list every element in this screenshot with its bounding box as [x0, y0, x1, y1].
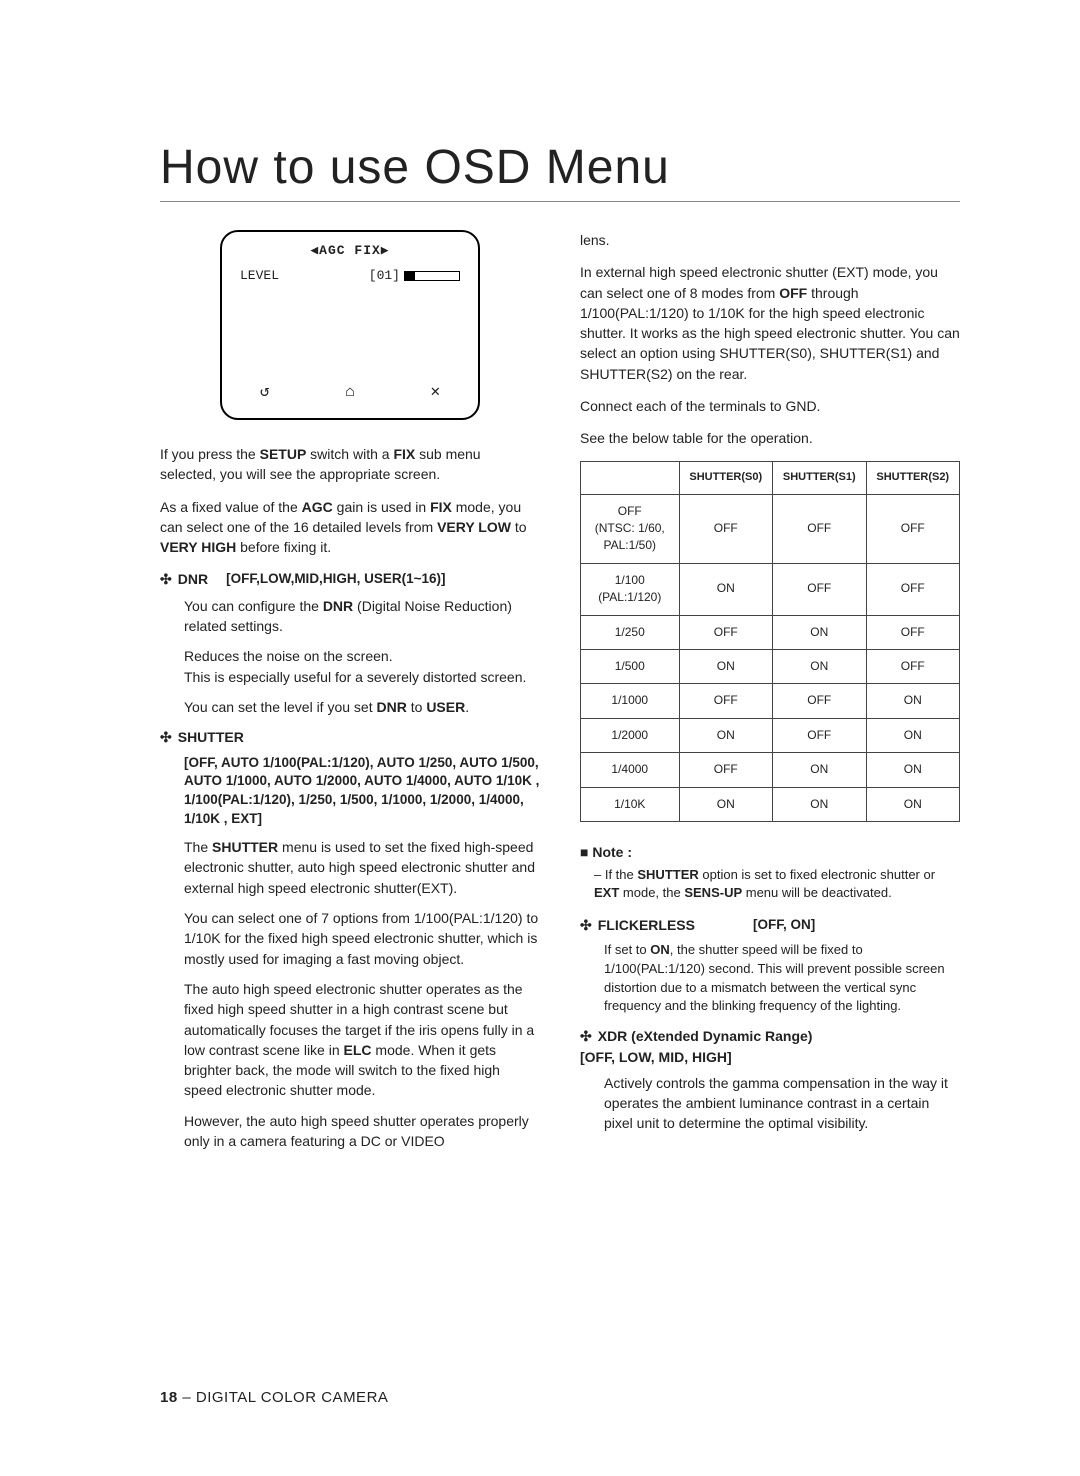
table-cell: OFF: [679, 684, 772, 718]
table-row: 1/250OFFONOFF: [581, 615, 960, 649]
flicker-p: If set to ON, the shutter speed will be …: [604, 941, 960, 1016]
intro-p2: As a fixed value of the AGC gain is used…: [160, 497, 540, 558]
table-cell: OFF: [679, 494, 772, 563]
table-cell: OFF: [773, 494, 866, 563]
table-cell: ON: [679, 787, 772, 821]
page-footer: 18 – DIGITAL COLOR CAMERA: [160, 1389, 388, 1406]
table-cell: OFF: [679, 615, 772, 649]
note-body: – If the SHUTTER option is set to fixed …: [594, 866, 960, 902]
osd-header: ◀AGC FIX▶: [240, 242, 460, 261]
xdr-heading: XDR (eXtended Dynamic Range) [OFF, LOW, …: [580, 1026, 960, 1067]
table-header: [581, 461, 680, 494]
table-cell: OFF: [773, 718, 866, 752]
left-column: ◀AGC FIX▶ LEVEL [01] ↺ ⌂ ✕ If you press …: [160, 230, 540, 1161]
osd-level-label: LEVEL: [240, 267, 279, 286]
table-cell: 1/10K: [581, 787, 680, 821]
shutter-p4: However, the auto high speed shutter ope…: [184, 1111, 540, 1152]
cont-ext: In external high speed electronic shutte…: [580, 262, 960, 384]
table-header: SHUTTER(S2): [866, 461, 960, 494]
table-cell: OFF: [679, 753, 772, 787]
right-column: lens. In external high speed electronic …: [580, 230, 960, 1161]
table-cell: ON: [773, 753, 866, 787]
cont-lens: lens.: [580, 230, 960, 250]
shutter-p1: The SHUTTER menu is used to set the fixe…: [184, 837, 540, 898]
intro-p1: If you press the SETUP switch with a FIX…: [160, 444, 540, 485]
table-row: 1/1000OFFOFFON: [581, 684, 960, 718]
table-cell: ON: [866, 787, 960, 821]
home-icon: ⌂: [345, 381, 355, 404]
table-cell: ON: [773, 649, 866, 683]
table-cell: ON: [679, 649, 772, 683]
shutter-p3: The auto high speed electronic shutter o…: [184, 979, 540, 1101]
dnr-p1: You can configure the DNR (Digital Noise…: [184, 596, 540, 637]
table-cell: ON: [866, 753, 960, 787]
table-cell: OFF: [866, 615, 960, 649]
table-cell: 1/1000: [581, 684, 680, 718]
table-cell: OFF: [773, 563, 866, 615]
table-cell: ON: [773, 787, 866, 821]
table-cell: OFF: [866, 649, 960, 683]
table-cell: ON: [679, 718, 772, 752]
cont-see-table: See the below table for the operation.: [580, 428, 960, 448]
table-row: 1/10KONONON: [581, 787, 960, 821]
shutter-p2: You can select one of 7 options from 1/1…: [184, 908, 540, 969]
table-row: 1/2000ONOFFON: [581, 718, 960, 752]
table-row: 1/4000OFFONON: [581, 753, 960, 787]
table-cell: 1/4000: [581, 753, 680, 787]
dnr-p2: Reduces the noise on the screen. This is…: [184, 646, 540, 687]
xdr-p: Actively controls the gamma compensation…: [604, 1073, 960, 1134]
osd-level-value: [01]: [369, 267, 400, 286]
shutter-table: SHUTTER(S0)SHUTTER(S1)SHUTTER(S2) OFF (N…: [580, 461, 960, 822]
table-header: SHUTTER(S1): [773, 461, 866, 494]
page-title: How to use OSD Menu: [160, 140, 960, 202]
dnr-p3: You can set the level if you set DNR to …: [184, 697, 540, 717]
table-cell: ON: [773, 615, 866, 649]
shutter-heading: SHUTTER: [160, 727, 540, 747]
back-icon: ↺: [260, 381, 270, 404]
table-row: OFF (NTSC: 1/60, PAL:1/50)OFFOFFOFF: [581, 494, 960, 563]
table-cell: ON: [866, 684, 960, 718]
table-row: 1/500ONONOFF: [581, 649, 960, 683]
dnr-heading: DNR [OFF,LOW,MID,HIGH, USER(1~16)]: [160, 569, 540, 589]
flicker-heading: FLICKERLESS [OFF, ON]: [580, 915, 960, 935]
table-cell: ON: [679, 563, 772, 615]
table-cell: OFF: [773, 684, 866, 718]
note-heading: ■ Note :: [580, 842, 960, 862]
table-cell: OFF: [866, 563, 960, 615]
table-row: 1/100 (PAL:1/120)ONOFFOFF: [581, 563, 960, 615]
table-cell: 1/250: [581, 615, 680, 649]
shutter-options: [OFF, AUTO 1/100(PAL:1/120), AUTO 1/250,…: [184, 754, 540, 830]
table-cell: OFF: [866, 494, 960, 563]
table-cell: 1/100 (PAL:1/120): [581, 563, 680, 615]
osd-screen: ◀AGC FIX▶ LEVEL [01] ↺ ⌂ ✕: [220, 230, 480, 420]
cont-gnd: Connect each of the terminals to GND.: [580, 396, 960, 416]
table-cell: ON: [866, 718, 960, 752]
close-icon: ✕: [431, 381, 441, 404]
table-cell: OFF (NTSC: 1/60, PAL:1/50): [581, 494, 680, 563]
table-header: SHUTTER(S0): [679, 461, 772, 494]
osd-level-slider: [404, 271, 460, 281]
table-cell: 1/2000: [581, 718, 680, 752]
table-cell: 1/500: [581, 649, 680, 683]
